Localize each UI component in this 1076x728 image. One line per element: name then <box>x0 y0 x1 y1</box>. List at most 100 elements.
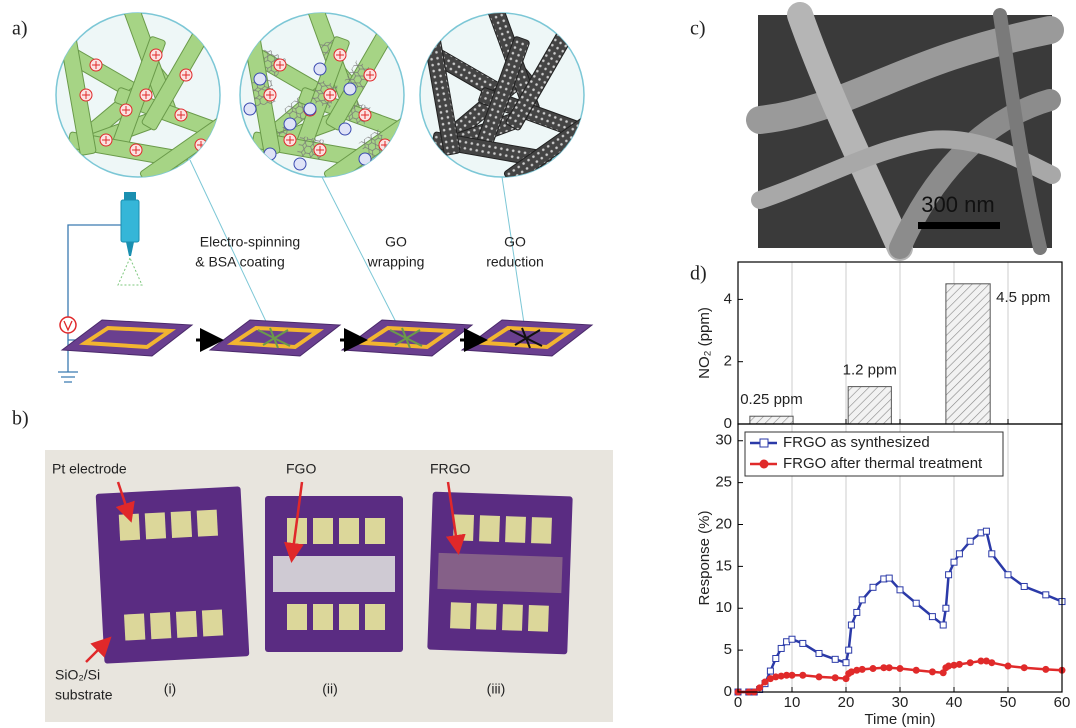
pad <box>502 604 523 631</box>
marker <box>956 551 962 557</box>
y-tick-label: 15 <box>715 557 732 574</box>
y-tick-label: 4 <box>724 290 732 307</box>
panel-label: b) <box>12 408 29 430</box>
pad <box>365 604 385 630</box>
y-tick-label: 25 <box>715 474 732 491</box>
marker <box>946 572 952 578</box>
y-tick-label: 5 <box>724 641 732 658</box>
figure: a) b) c) d) Electro-spinning & BSA coati… <box>0 0 1076 728</box>
y-tick-label: 2 <box>724 353 732 370</box>
y-tick-label: 30 <box>715 432 732 449</box>
step-label: wrapping <box>367 254 425 270</box>
step-label: GO <box>385 234 407 250</box>
marker <box>870 665 877 672</box>
data-label: 1.2 ppm <box>843 362 897 379</box>
pad <box>313 518 333 544</box>
panel-label: a) <box>12 18 28 40</box>
bar <box>946 284 990 424</box>
marker <box>767 668 773 674</box>
x-axis-label: Time (min) <box>864 711 935 728</box>
pad <box>531 517 552 544</box>
sample-label: (i) <box>164 681 176 697</box>
pad <box>197 510 218 537</box>
x-tick-label: 30 <box>892 694 909 711</box>
marker <box>1042 666 1049 673</box>
marker <box>1005 663 1012 670</box>
data-label: 4.5 ppm <box>996 289 1050 306</box>
film <box>437 553 562 593</box>
marker <box>886 575 892 581</box>
bsa <box>359 153 371 165</box>
marker <box>859 666 866 673</box>
pad <box>450 602 471 629</box>
syringe <box>124 192 136 200</box>
syringe <box>126 242 134 256</box>
marker <box>943 605 949 611</box>
marker <box>929 614 935 620</box>
marker <box>988 659 995 666</box>
pad <box>124 614 145 641</box>
pad <box>176 611 197 638</box>
sample-label: (iii) <box>487 681 506 697</box>
marker <box>897 587 903 593</box>
x-tick-label: 0 <box>734 694 742 711</box>
annotation: Pt electrode <box>52 461 127 477</box>
marker <box>956 661 963 668</box>
bsa <box>294 158 306 170</box>
y-tick-label: 0 <box>724 415 732 432</box>
annotation: substrate <box>55 687 113 703</box>
marker <box>848 622 854 628</box>
pad <box>505 516 526 543</box>
data-label: 0.25 ppm <box>740 391 803 408</box>
marker <box>897 665 904 672</box>
step-label: GO <box>504 234 526 250</box>
marker <box>846 647 852 653</box>
annotation: FRGO <box>430 461 471 477</box>
marker <box>832 656 838 662</box>
x-tick-label: 40 <box>946 694 963 711</box>
film <box>273 556 395 592</box>
legend-label: FRGO after thermal treatment <box>783 455 983 472</box>
bsa <box>339 123 351 135</box>
marker <box>832 674 839 681</box>
panel-label: d) <box>690 263 707 285</box>
panel-label: c) <box>690 18 706 40</box>
marker <box>989 551 995 557</box>
y-tick-label: 10 <box>715 599 732 616</box>
marker <box>1005 572 1011 578</box>
marker <box>1021 664 1028 671</box>
marker <box>951 559 957 565</box>
x-tick-label: 50 <box>1000 694 1017 711</box>
step-label: Electro-spinning <box>200 234 300 250</box>
marker <box>870 584 876 590</box>
bsa <box>244 103 256 115</box>
scale-bar-label: 300 nm <box>921 192 994 217</box>
chip <box>265 496 403 652</box>
legend-label: FRGO as synthesized <box>783 434 930 451</box>
marker <box>1043 592 1049 598</box>
marker <box>859 597 865 603</box>
bsa <box>314 63 326 75</box>
marker <box>799 672 806 679</box>
marker <box>886 664 893 671</box>
y-axis-label: NO₂ (ppm) <box>696 307 713 379</box>
chip <box>96 486 250 663</box>
pad <box>365 518 385 544</box>
marker <box>983 528 989 534</box>
pad <box>528 605 549 632</box>
x-tick-label: 60 <box>1054 694 1071 711</box>
pad <box>287 604 307 630</box>
annotation: SiO₂/Si <box>55 667 100 683</box>
step-label: reduction <box>486 254 544 270</box>
marker <box>843 660 849 666</box>
bsa <box>304 103 316 115</box>
marker <box>789 636 795 642</box>
marker <box>800 640 806 646</box>
pad <box>202 609 223 636</box>
marker <box>1021 583 1027 589</box>
step-label: & BSA coating <box>195 254 285 270</box>
marker <box>967 538 973 544</box>
bsa <box>254 73 266 85</box>
marker <box>816 650 822 656</box>
bsa <box>284 118 296 130</box>
